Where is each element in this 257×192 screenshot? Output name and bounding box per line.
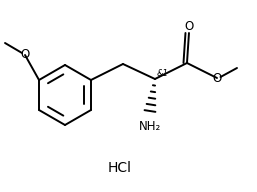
Text: HCl: HCl	[108, 161, 132, 175]
Text: &1: &1	[157, 69, 169, 78]
Text: O: O	[184, 20, 194, 32]
Text: NH₂: NH₂	[139, 120, 161, 133]
Text: O: O	[20, 49, 30, 61]
Text: O: O	[212, 71, 222, 84]
